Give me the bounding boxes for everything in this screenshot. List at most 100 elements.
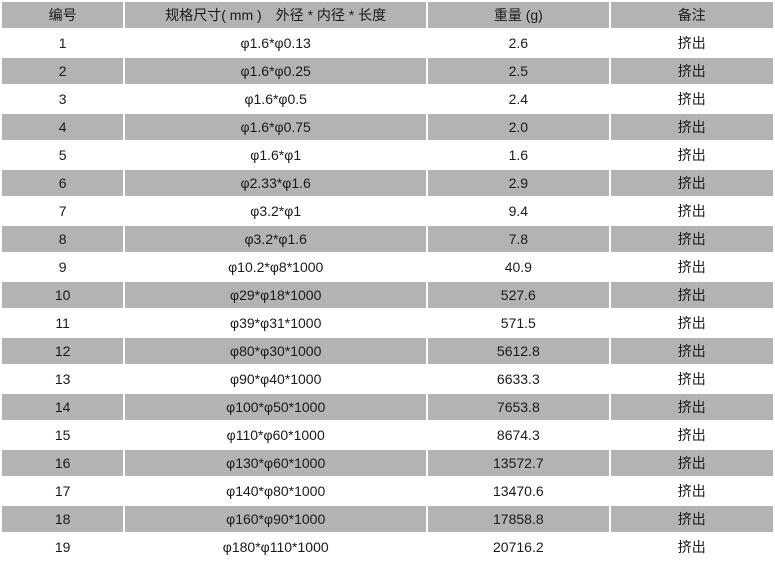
cell-spec: φ39*φ31*1000 — [125, 310, 427, 336]
col-header-weight: 重量 (g) — [428, 2, 609, 28]
cell-weight: 20716.2 — [428, 534, 609, 560]
cell-weight: 527.6 — [428, 282, 609, 308]
cell-weight: 2.5 — [428, 58, 609, 84]
cell-number: 14 — [2, 394, 124, 420]
table-row: 16 φ130*φ60*1000 13572.7 挤出 — [2, 450, 773, 476]
table-row: 6 φ2.33*φ1.6 2.9 挤出 — [2, 170, 773, 196]
cell-note: 挤出 — [610, 114, 773, 140]
cell-note: 挤出 — [610, 226, 773, 252]
cell-spec: φ1.6*φ0.75 — [125, 114, 427, 140]
cell-weight: 17858.8 — [428, 506, 609, 532]
table-row: 8 φ3.2*φ1.6 7.8 挤出 — [2, 226, 773, 252]
cell-spec: φ29*φ18*1000 — [125, 282, 427, 308]
cell-weight: 2.6 — [428, 30, 609, 56]
cell-number: 13 — [2, 366, 124, 392]
cell-number: 2 — [2, 58, 124, 84]
cell-weight: 13470.6 — [428, 478, 609, 504]
cell-number: 3 — [2, 86, 124, 112]
col-header-note: 备注 — [610, 2, 773, 28]
col-header-spec: 规格尺寸( mm ) 外径 * 内径 * 长度 — [125, 2, 427, 28]
cell-spec: φ1.6*φ0.25 — [125, 58, 427, 84]
cell-note: 挤出 — [610, 30, 773, 56]
cell-note: 挤出 — [610, 422, 773, 448]
cell-spec: φ10.2*φ8*1000 — [125, 254, 427, 280]
cell-number: 15 — [2, 422, 124, 448]
cell-number: 19 — [2, 534, 124, 560]
cell-spec: φ160*φ90*1000 — [125, 506, 427, 532]
cell-note: 挤出 — [610, 198, 773, 224]
table-row: 4 φ1.6*φ0.75 2.0 挤出 — [2, 114, 773, 140]
cell-spec: φ1.6*φ0.13 — [125, 30, 427, 56]
table-row: 15 φ110*φ60*1000 8674.3 挤出 — [2, 422, 773, 448]
cell-number: 12 — [2, 338, 124, 364]
cell-number: 6 — [2, 170, 124, 196]
table-row: 17 φ140*φ80*1000 13470.6 挤出 — [2, 478, 773, 504]
cell-spec: φ90*φ40*1000 — [125, 366, 427, 392]
cell-note: 挤出 — [610, 310, 773, 336]
cell-spec: φ1.6*φ0.5 — [125, 86, 427, 112]
table-row: 18 φ160*φ90*1000 17858.8 挤出 — [2, 506, 773, 532]
cell-weight: 2.4 — [428, 86, 609, 112]
cell-spec: φ110*φ60*1000 — [125, 422, 427, 448]
cell-spec: φ1.6*φ1 — [125, 142, 427, 168]
cell-spec: φ100*φ50*1000 — [125, 394, 427, 420]
cell-weight: 2.9 — [428, 170, 609, 196]
cell-weight: 40.9 — [428, 254, 609, 280]
cell-weight: 13572.7 — [428, 450, 609, 476]
table-row: 1 φ1.6*φ0.13 2.6 挤出 — [2, 30, 773, 56]
cell-number: 10 — [2, 282, 124, 308]
cell-note: 挤出 — [610, 254, 773, 280]
table-row: 9 φ10.2*φ8*1000 40.9 挤出 — [2, 254, 773, 280]
cell-spec: φ180*φ110*1000 — [125, 534, 427, 560]
cell-spec: φ3.2*φ1 — [125, 198, 427, 224]
cell-weight: 1.6 — [428, 142, 609, 168]
cell-note: 挤出 — [610, 58, 773, 84]
cell-note: 挤出 — [610, 170, 773, 196]
table-row: 2 φ1.6*φ0.25 2.5 挤出 — [2, 58, 773, 84]
cell-weight: 7.8 — [428, 226, 609, 252]
cell-note: 挤出 — [610, 142, 773, 168]
cell-spec: φ130*φ60*1000 — [125, 450, 427, 476]
cell-weight: 5612.8 — [428, 338, 609, 364]
cell-number: 9 — [2, 254, 124, 280]
cell-number: 5 — [2, 142, 124, 168]
cell-weight: 571.5 — [428, 310, 609, 336]
cell-number: 1 — [2, 30, 124, 56]
cell-note: 挤出 — [610, 534, 773, 560]
table-row: 12 φ80*φ30*1000 5612.8 挤出 — [2, 338, 773, 364]
cell-note: 挤出 — [610, 338, 773, 364]
cell-weight: 8674.3 — [428, 422, 609, 448]
cell-weight: 2.0 — [428, 114, 609, 140]
cell-note: 挤出 — [610, 86, 773, 112]
table-row: 3 φ1.6*φ0.5 2.4 挤出 — [2, 86, 773, 112]
cell-spec: φ80*φ30*1000 — [125, 338, 427, 364]
cell-weight: 9.4 — [428, 198, 609, 224]
cell-number: 18 — [2, 506, 124, 532]
cell-spec: φ2.33*φ1.6 — [125, 170, 427, 196]
col-header-id: 编号 — [2, 2, 124, 28]
table-row: 14 φ100*φ50*1000 7653.8 挤出 — [2, 394, 773, 420]
table-row: 7 φ3.2*φ1 9.4 挤出 — [2, 198, 773, 224]
cell-number: 16 — [2, 450, 124, 476]
cell-spec: φ3.2*φ1.6 — [125, 226, 427, 252]
table-row: 11 φ39*φ31*1000 571.5 挤出 — [2, 310, 773, 336]
cell-spec: φ140*φ80*1000 — [125, 478, 427, 504]
cell-note: 挤出 — [610, 450, 773, 476]
cell-note: 挤出 — [610, 478, 773, 504]
cell-number: 17 — [2, 478, 124, 504]
cell-note: 挤出 — [610, 366, 773, 392]
cell-note: 挤出 — [610, 394, 773, 420]
cell-weight: 6633.3 — [428, 366, 609, 392]
table-row: 13 φ90*φ40*1000 6633.3 挤出 — [2, 366, 773, 392]
cell-weight: 7653.8 — [428, 394, 609, 420]
cell-note: 挤出 — [610, 282, 773, 308]
table-row: 19 φ180*φ110*1000 20716.2 挤出 — [2, 534, 773, 560]
table-row: 5 φ1.6*φ1 1.6 挤出 — [2, 142, 773, 168]
cell-number: 8 — [2, 226, 124, 252]
cell-number: 7 — [2, 198, 124, 224]
header-row: 编号 规格尺寸( mm ) 外径 * 内径 * 长度 重量 (g) 备注 — [2, 2, 773, 28]
table-row: 10 φ29*φ18*1000 527.6 挤出 — [2, 282, 773, 308]
table-body: 1 φ1.6*φ0.13 2.6 挤出 2 φ1.6*φ0.25 2.5 挤出 3 φ1.6*φ0… — [2, 30, 773, 560]
cell-number: 11 — [2, 310, 124, 336]
